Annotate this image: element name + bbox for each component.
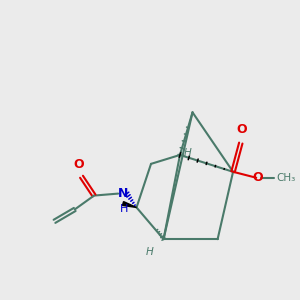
Text: CH₃: CH₃: [277, 173, 296, 183]
Text: O: O: [236, 123, 247, 136]
Text: O: O: [252, 171, 262, 184]
Text: H: H: [184, 148, 192, 158]
Text: O: O: [73, 158, 84, 171]
Text: H: H: [120, 205, 128, 214]
Polygon shape: [122, 202, 136, 208]
Text: H: H: [146, 247, 154, 257]
Text: N: N: [118, 187, 128, 200]
